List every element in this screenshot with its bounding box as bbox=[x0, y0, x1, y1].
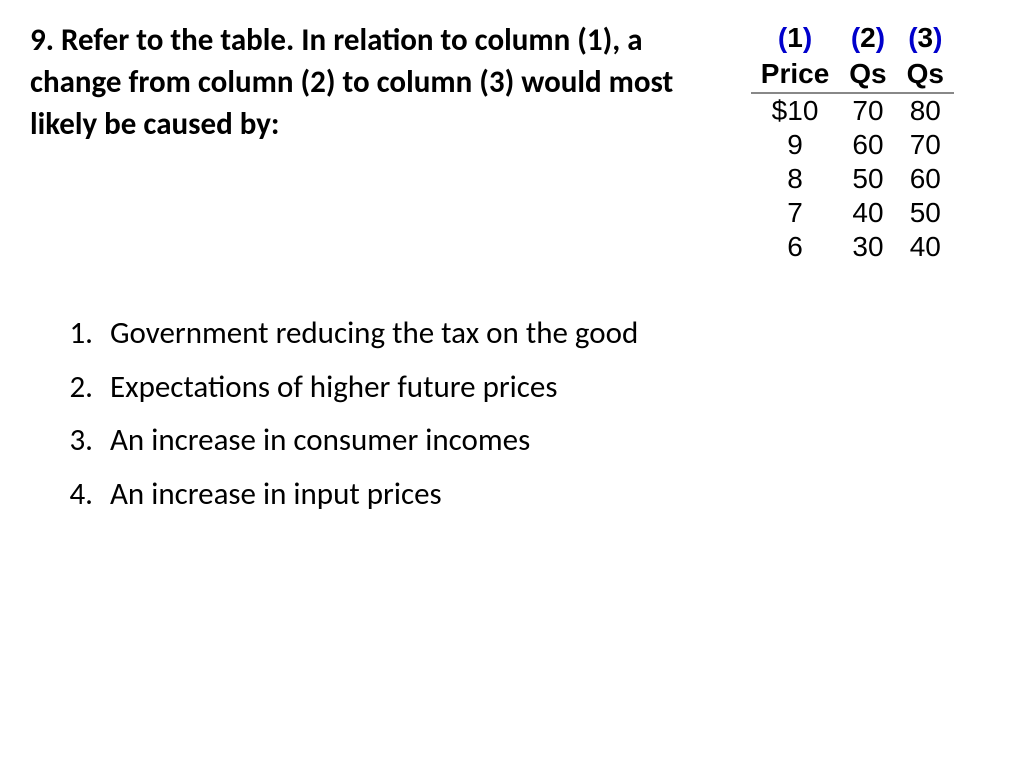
cell: 6 bbox=[751, 230, 840, 264]
cell: $10 bbox=[751, 93, 840, 128]
cell: 9 bbox=[751, 128, 840, 162]
cell: 50 bbox=[897, 196, 954, 230]
header-qs2: Qs bbox=[839, 56, 896, 93]
top-section: 9. Refer to the table. In relation to co… bbox=[30, 20, 994, 264]
cell: 7 bbox=[751, 196, 840, 230]
table-row: 7 40 50 bbox=[751, 196, 954, 230]
table-row: 8 50 60 bbox=[751, 162, 954, 196]
supply-table: (1) (2) (3) Price Qs Qs $10 70 80 9 60 7… bbox=[751, 20, 954, 264]
cell: 30 bbox=[839, 230, 896, 264]
table-header-row: Price Qs Qs bbox=[751, 56, 954, 93]
table-row: 6 30 40 bbox=[751, 230, 954, 264]
cell: 70 bbox=[897, 128, 954, 162]
option-2: Expectations of higher future prices bbox=[100, 363, 994, 413]
cell: 60 bbox=[839, 128, 896, 162]
option-3: An increase in consumer incomes bbox=[100, 416, 994, 466]
question-text: 9. Refer to the table. In relation to co… bbox=[30, 20, 721, 146]
table-colnum-row: (1) (2) (3) bbox=[751, 20, 954, 56]
answer-options: Government reducing the tax on the good … bbox=[60, 309, 994, 519]
header-price: Price bbox=[751, 56, 840, 93]
table-row: 9 60 70 bbox=[751, 128, 954, 162]
cell: 60 bbox=[897, 162, 954, 196]
option-1: Government reducing the tax on the good bbox=[100, 309, 994, 359]
cell: 8 bbox=[751, 162, 840, 196]
cell: 40 bbox=[839, 196, 896, 230]
colnum-3: (3) bbox=[897, 20, 954, 56]
cell: 40 bbox=[897, 230, 954, 264]
cell: 80 bbox=[897, 93, 954, 128]
option-4: An increase in input prices bbox=[100, 470, 994, 520]
colnum-1: (1) bbox=[751, 20, 840, 56]
cell: 70 bbox=[839, 93, 896, 128]
cell: 50 bbox=[839, 162, 896, 196]
colnum-2: (2) bbox=[839, 20, 896, 56]
header-qs3: Qs bbox=[897, 56, 954, 93]
table-row: $10 70 80 bbox=[751, 93, 954, 128]
